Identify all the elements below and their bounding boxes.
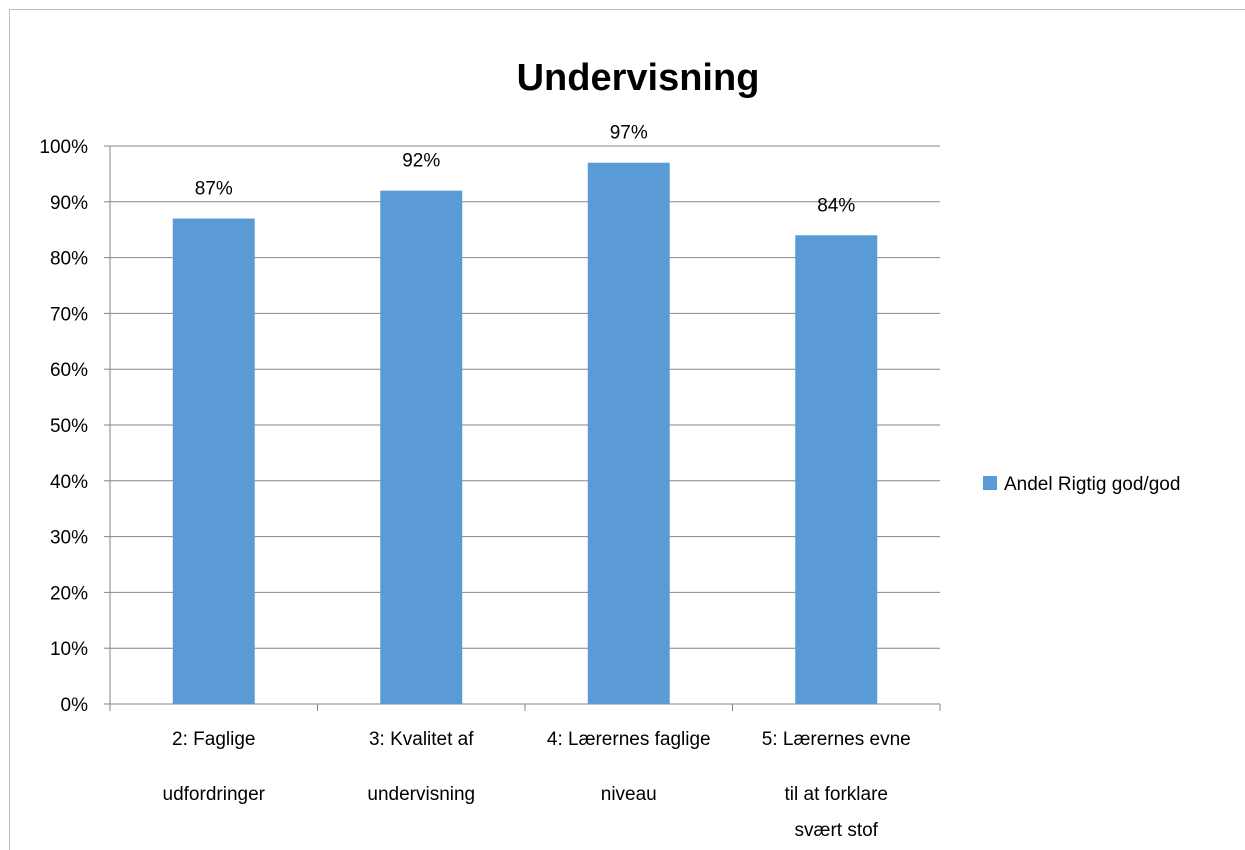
- data-label: 84%: [817, 195, 855, 216]
- y-tick-label: 50%: [50, 416, 88, 437]
- y-tick-label: 90%: [50, 193, 88, 214]
- legend: Andel Rigtig god/god: [983, 474, 1180, 495]
- bar: [587, 162, 670, 705]
- category-label: 5: Lærernes evne: [762, 729, 911, 750]
- chart-title: Undervisning: [517, 57, 760, 99]
- y-tick-label: 40%: [50, 472, 88, 493]
- legend-swatch: [983, 476, 997, 490]
- category-label: 3: Kvalitet af: [369, 729, 474, 750]
- y-tick-label: 80%: [50, 249, 88, 270]
- y-tick-label: 0%: [61, 695, 89, 716]
- legend-label: Andel Rigtig god/god: [1004, 474, 1180, 495]
- y-tick-label: 60%: [50, 360, 88, 381]
- chart-frame: [9, 9, 1245, 850]
- y-tick-label: 30%: [50, 528, 88, 549]
- category-label: undervisning: [367, 784, 475, 805]
- data-label: 87%: [195, 179, 233, 200]
- y-tick-label: 10%: [50, 639, 88, 660]
- y-tick-label: 70%: [50, 304, 88, 325]
- bar: [380, 190, 463, 704]
- category-label: 2: Faglige: [172, 729, 255, 750]
- y-tick-label: 20%: [50, 583, 88, 604]
- bar: [172, 218, 255, 705]
- bar: [795, 235, 878, 704]
- category-label: niveau: [601, 784, 657, 805]
- category-label: svært stof: [795, 820, 879, 841]
- category-label: 4: Lærernes faglige: [547, 729, 711, 750]
- bars: [172, 162, 878, 705]
- data-label: 97%: [610, 123, 648, 144]
- labels: 0% 10% 20% 30% 40% 50% 60% 70% 80% 90% 100% 87% 92% 9…: [39, 123, 910, 841]
- category-label: udfordringer: [163, 784, 266, 805]
- category-label: til at forklare: [785, 784, 888, 805]
- data-label: 92%: [402, 151, 440, 172]
- y-tick-label: 100%: [39, 137, 88, 158]
